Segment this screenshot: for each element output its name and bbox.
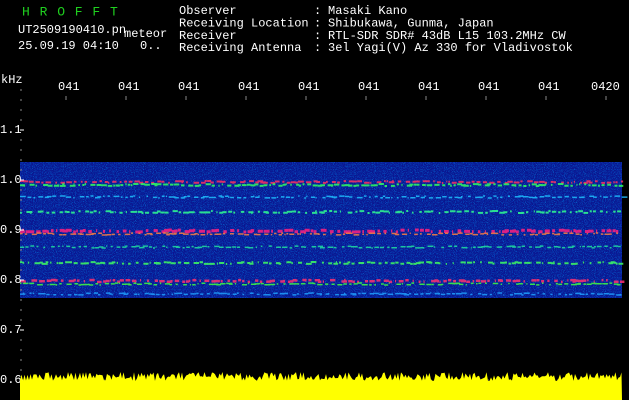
freq-label: 0.8	[0, 273, 22, 287]
signal-band	[20, 183, 624, 187]
time-label: 041	[118, 80, 140, 94]
mode: meteor	[124, 27, 167, 41]
info-value: Shibukawa, Gunma, Japan	[328, 16, 494, 30]
signal-band	[20, 180, 624, 184]
time-label: 041	[538, 80, 560, 94]
info-value: 3el Yagi(V) Az 330 for Vladivostok	[328, 41, 573, 55]
freq-label: 0.7	[0, 323, 22, 337]
time-label: 041	[238, 80, 260, 94]
freq-label: 1.1	[0, 123, 22, 137]
signal-band	[20, 210, 622, 214]
program-name: H R O F F T	[22, 4, 119, 19]
info-value: RTL-SDR SDR# 43dB L15 103.2MHz CW	[328, 29, 566, 43]
time-label: 041	[58, 80, 80, 94]
freq-label: 0.9	[0, 223, 22, 237]
freq-unit: kHz	[1, 73, 23, 87]
signal-band	[20, 195, 628, 199]
info-label: Receiving Antenna	[179, 41, 301, 55]
freq-label: 1.0	[0, 173, 22, 187]
datetime: 25.09.19 04:10	[18, 39, 119, 53]
signal-band	[20, 282, 621, 286]
time-label: 041	[418, 80, 440, 94]
info-label: Observer	[179, 4, 237, 18]
signal-band	[20, 278, 625, 284]
time-label: 0420	[591, 80, 620, 94]
info-label: Receiver	[179, 29, 237, 43]
signal-band	[20, 232, 618, 236]
info-value: Masaki Kano	[328, 4, 407, 18]
info-separator: :	[314, 41, 321, 55]
file-name: UT2509190410.pn	[18, 23, 126, 37]
time-label: 041	[358, 80, 380, 94]
signal-band	[20, 228, 619, 234]
signal-band	[20, 261, 624, 265]
time-label: 041	[478, 80, 500, 94]
spectrogram	[20, 162, 628, 298]
info-separator: :	[314, 4, 321, 18]
signal-band	[20, 245, 621, 249]
time-label: 041	[298, 80, 320, 94]
info-separator: :	[314, 29, 321, 43]
freq-label: 0.6	[0, 373, 22, 387]
status: 0..	[140, 39, 162, 53]
signal-level	[20, 372, 622, 400]
info-label: Receiving Location	[179, 16, 309, 30]
info-separator: :	[314, 16, 321, 30]
info-block: Observer: Masaki Kano Receiving Location: S…	[179, 4, 573, 55]
time-label: 041	[178, 80, 200, 94]
signal-band	[20, 292, 622, 296]
